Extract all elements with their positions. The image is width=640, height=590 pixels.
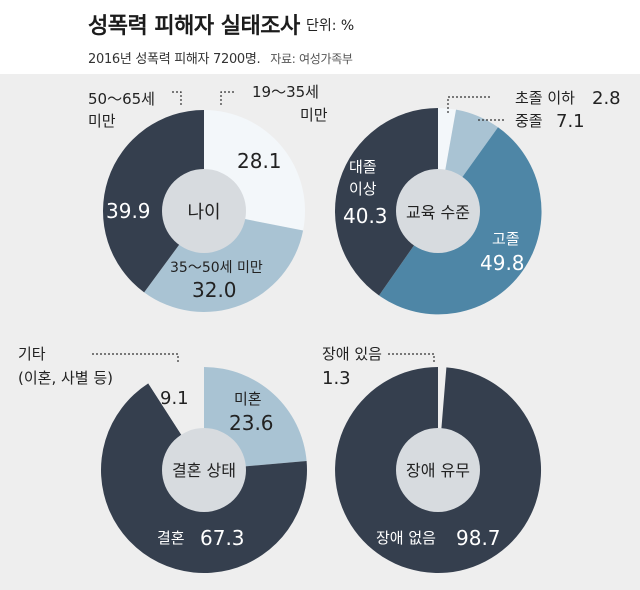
dis-value-no: 98.7 <box>456 526 501 550</box>
age-label-50-65-line1: 50～65세 <box>88 90 155 108</box>
age-label-19-35-line1: 19～35세 <box>252 83 319 101</box>
edu-value-high: 49.8 <box>480 251 525 275</box>
mar-value-married: 67.3 <box>200 526 245 550</box>
age-value-50-65: 39.9 <box>106 199 151 223</box>
unit-label: 단위: % <box>306 18 355 34</box>
mar-label-other-line2: (이혼, 사별 등) <box>18 369 113 387</box>
source-text: 자료: 여성가족부 <box>270 52 353 66</box>
age-label-50-65-line2: 미만 <box>88 112 116 130</box>
age-center-disc <box>162 169 246 253</box>
edu-label-univ-line2: 이상 <box>349 180 377 198</box>
edu-label-high: 고졸 <box>492 230 520 248</box>
age-slice-2 <box>102 109 204 293</box>
mar-chart-title: 결혼 상태 <box>172 461 236 480</box>
header: 성폭력 피해자 실태조사 단위: % 2016년 성폭력 피해자 7200명. … <box>0 0 640 74</box>
dis-center-disc <box>396 428 480 512</box>
mar-label-married: 결혼 <box>157 529 185 547</box>
age-label-19-35-line2: 미만 <box>300 106 328 124</box>
dis-chart-title: 장애 유무 <box>406 461 470 480</box>
edu-label-middle: 중졸 <box>515 112 543 130</box>
leader-line-50-65 <box>170 91 182 105</box>
mar-value-other: 9.1 <box>160 388 189 409</box>
mar-center-disc <box>162 428 246 512</box>
page-title: 성폭력 피해자 실태조사 <box>88 14 300 39</box>
age-chart-title: 나이 <box>187 202 220 223</box>
leader-line-disability <box>388 353 435 364</box>
leader-line-elementary <box>447 96 492 113</box>
edu-chart-title: 교육 수준 <box>406 203 470 222</box>
edu-value-univ: 40.3 <box>343 204 388 228</box>
leader-line-other <box>92 353 179 364</box>
edu-label-elementary: 초졸 이하 <box>515 89 575 107</box>
mar-value-single: 23.6 <box>229 411 274 435</box>
mar-label-single: 미혼 <box>234 390 262 408</box>
age-slice-1 <box>144 211 304 313</box>
edu-value-middle: 7.1 <box>556 111 585 132</box>
edu-slice-3 <box>334 107 438 296</box>
subtitle: 2016년 성폭력 피해자 7200명. 자료: 여성가족부 <box>88 48 359 67</box>
mar-label-other-line1: 기타 <box>18 345 46 363</box>
age-label-35-50: 35～50세 미만 <box>170 260 263 276</box>
dis-label-no: 장애 없음 <box>376 529 436 547</box>
leader-line-19-35 <box>220 91 236 105</box>
subtitle-text: 2016년 성폭력 피해자 7200명. <box>88 52 261 67</box>
edu-value-elementary: 2.8 <box>592 88 621 109</box>
edu-label-univ-line1: 대졸 <box>349 158 377 176</box>
dis-value-yes: 1.3 <box>322 368 351 389</box>
age-value-35-50: 32.0 <box>192 278 237 302</box>
dis-label-yes: 장애 있음 <box>322 345 382 363</box>
age-value-19-35: 28.1 <box>237 149 282 173</box>
edu-center-disc <box>396 169 480 253</box>
